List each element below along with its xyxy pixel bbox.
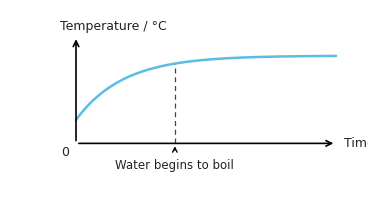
Text: Time / s: Time / s — [344, 137, 368, 150]
Text: 0: 0 — [61, 146, 70, 159]
Text: Temperature / °C: Temperature / °C — [60, 20, 167, 33]
Text: Water begins to boil: Water begins to boil — [116, 159, 234, 172]
